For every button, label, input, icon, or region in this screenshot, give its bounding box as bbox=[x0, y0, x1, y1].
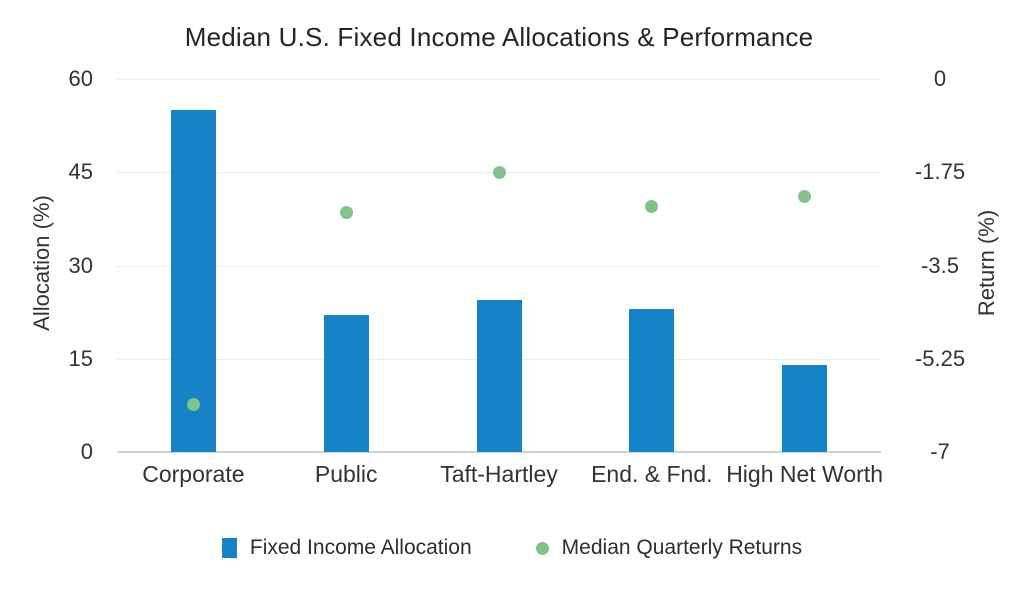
left-tick-label: 60 bbox=[68, 66, 93, 91]
right-axis-title: Return (%) bbox=[974, 209, 999, 317]
bar-corporate bbox=[170, 110, 216, 452]
x-axis-label: High Net Worth bbox=[726, 461, 883, 487]
legend-square-swatch bbox=[221, 538, 237, 558]
legend-dot-swatch bbox=[535, 541, 549, 555]
legend: Fixed Income Allocation Median Quarterly … bbox=[0, 536, 1024, 560]
bar-end-fnd- bbox=[629, 309, 675, 452]
right-tick-label: -5.25 bbox=[914, 345, 966, 371]
x-axis-label: Taft-Hartley bbox=[440, 461, 558, 487]
right-tick-label: 0 bbox=[933, 66, 947, 91]
left-axis-ticks: 60 45 30 15 0 bbox=[18, 66, 93, 464]
return-dot-end-fnd- bbox=[645, 200, 659, 214]
return-dot-high-net-worth bbox=[798, 189, 812, 203]
gridline bbox=[117, 79, 881, 80]
right-axis-ticks: 0 -1.75 -3.5 -5.25 -7 bbox=[903, 66, 977, 464]
left-tick-label: 15 bbox=[68, 345, 93, 371]
plot-area bbox=[117, 79, 881, 453]
right-tick-label: -1.75 bbox=[914, 159, 966, 185]
legend-label: Median Quarterly Returns bbox=[561, 536, 803, 559]
return-dot-taft-hartley bbox=[492, 165, 506, 179]
x-axis-line bbox=[117, 451, 881, 453]
right-tick-label: -3.5 bbox=[921, 252, 959, 278]
left-axis-title: Allocation (%) bbox=[29, 195, 54, 331]
x-axis-label: Public bbox=[314, 461, 378, 487]
x-axis-labels: Corporate Public Taft-Hartley End. & Fnd. Hi… bbox=[0, 461, 1024, 491]
left-tick-label: 0 bbox=[80, 439, 93, 464]
bar-high-net-worth bbox=[782, 364, 828, 452]
bar-taft-hartley bbox=[476, 299, 522, 452]
left-tick-label: 45 bbox=[68, 159, 93, 185]
return-dot-corporate bbox=[186, 397, 200, 411]
right-tick-label: -7 bbox=[930, 439, 950, 464]
legend-label: Fixed Income Allocation bbox=[249, 536, 472, 559]
left-tick-label: 30 bbox=[68, 252, 93, 278]
chart-title: Median U.S. Fixed Income Allocations & P… bbox=[184, 22, 814, 52]
gridline bbox=[117, 265, 881, 267]
legend-item: Median Quarterly Returns bbox=[535, 536, 803, 560]
return-dot-public bbox=[339, 205, 353, 219]
x-axis-label: End. & Fnd. bbox=[591, 461, 713, 487]
bar-public bbox=[323, 315, 369, 452]
legend-item: Fixed Income Allocation bbox=[221, 536, 472, 560]
x-axis-label: Corporate bbox=[142, 461, 245, 487]
